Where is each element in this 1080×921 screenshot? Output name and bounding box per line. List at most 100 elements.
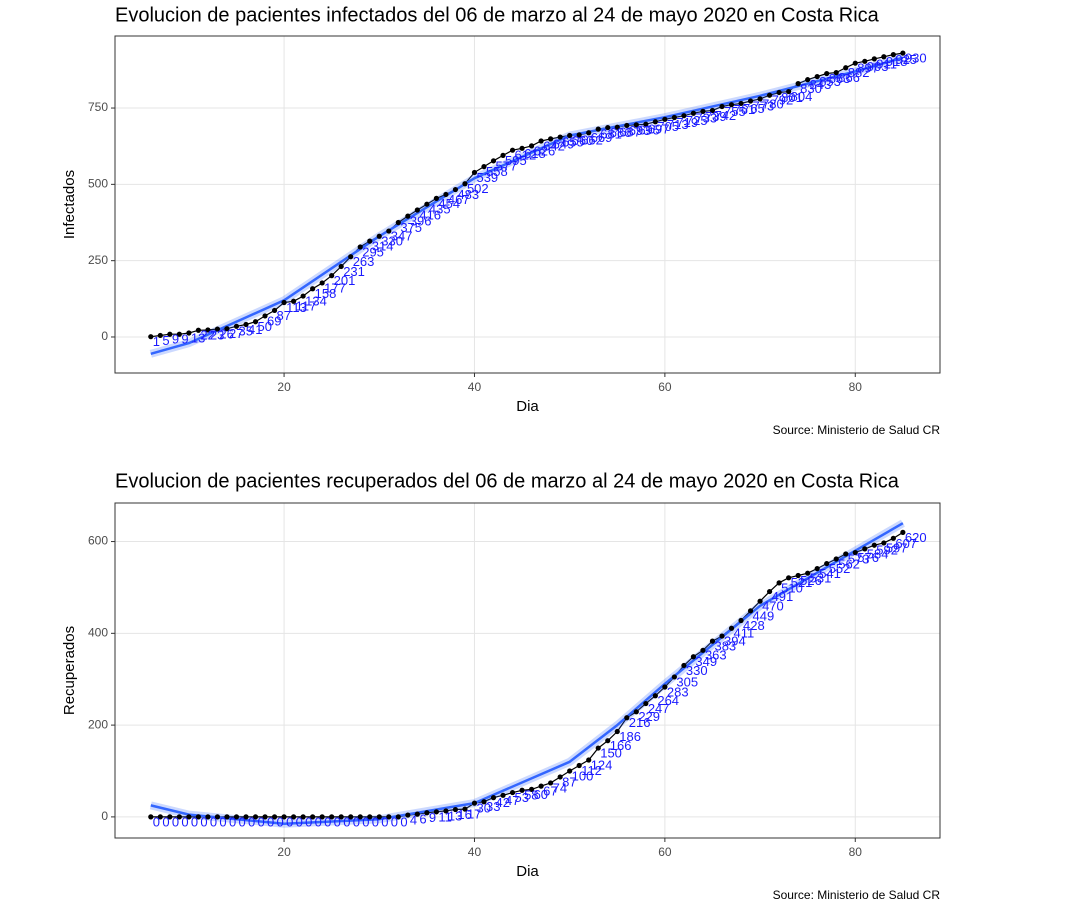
data-label: 9 [181, 332, 188, 347]
data-label: 558 [486, 164, 508, 179]
data-label: 13 [191, 330, 205, 345]
data-point [519, 145, 525, 151]
data-point [719, 633, 725, 639]
data-point [633, 709, 639, 715]
data-label: 866 [838, 70, 860, 85]
x-tick-label: 60 [658, 845, 672, 859]
data-label: 693 [629, 123, 651, 138]
data-point [300, 814, 306, 820]
data-label: 0 [324, 814, 331, 829]
data-point [290, 814, 297, 820]
x-axis-label: Dia [516, 398, 539, 415]
data-label: 60 [534, 787, 548, 802]
data-label: 416 [419, 207, 441, 222]
data-label: 612 [515, 148, 537, 163]
data-label: 911 [876, 56, 897, 71]
data-point [186, 330, 192, 336]
data-point [405, 812, 411, 818]
data-point [567, 132, 573, 139]
data-label: 22 [200, 328, 214, 343]
data-label: 5 [162, 333, 169, 348]
data-label: 435 [429, 202, 451, 217]
data-label: 607 [895, 536, 917, 551]
data-label: 584 [867, 546, 889, 561]
data-label: 918 [886, 54, 908, 69]
data-label: 53 [515, 790, 529, 805]
data-point [652, 693, 658, 699]
data-label: 577 [496, 158, 518, 173]
data-point [148, 814, 154, 820]
data-point [766, 588, 773, 595]
data-point [690, 654, 697, 660]
data-point [881, 54, 887, 60]
data-point [890, 52, 896, 58]
data-label: 801 [781, 90, 803, 105]
data-point [252, 319, 259, 325]
data-point [824, 560, 830, 567]
data-label: 383 [714, 639, 736, 654]
data-point [148, 334, 154, 340]
data-point [871, 542, 877, 548]
data-label: 863 [829, 71, 851, 86]
data-point [176, 814, 182, 820]
data-label: 0 [258, 814, 265, 829]
data-label: 853 [819, 74, 841, 89]
data-point [300, 293, 306, 299]
data-label: 0 [200, 814, 207, 829]
data-point [586, 130, 592, 136]
x-axis-label: Dia [516, 863, 539, 880]
data-point [862, 58, 868, 64]
data-point [766, 92, 773, 98]
data-label: 330 [686, 663, 708, 678]
data-label: 0 [381, 814, 388, 829]
data-point [348, 814, 354, 820]
data-label: 67 [543, 784, 557, 799]
data-point [614, 728, 620, 735]
data-point [271, 814, 278, 820]
data-label: 925 [895, 52, 917, 67]
data-point [490, 158, 497, 164]
data-point [557, 134, 563, 140]
data-point [700, 108, 706, 114]
data-label: 42 [496, 795, 510, 810]
data-label: 573 [848, 551, 870, 566]
data-label: 0 [362, 814, 369, 829]
data-point [214, 326, 221, 332]
data-point [509, 147, 516, 153]
data-point [671, 674, 677, 680]
x-tick-label: 60 [658, 380, 672, 394]
x-tick-label: 20 [277, 380, 291, 394]
data-point [243, 814, 249, 820]
data-label: 592 [876, 543, 898, 558]
data-point [786, 575, 792, 581]
data-label: 23 [210, 327, 224, 342]
data-point [833, 70, 839, 76]
data-point [852, 549, 858, 556]
data-label: 483 [457, 187, 479, 202]
data-point [243, 321, 249, 328]
data-label: 112 [581, 763, 602, 778]
data-point [709, 107, 716, 114]
data-point [500, 152, 506, 158]
data-label: 330 [381, 234, 403, 249]
data-point [538, 138, 544, 144]
data-point [890, 535, 896, 541]
plot-area [148, 519, 906, 828]
data-label: 74 [553, 780, 567, 795]
data-label: 0 [162, 814, 169, 829]
data-label: 0 [286, 814, 293, 829]
data-point [757, 96, 763, 102]
data-label: 780 [762, 96, 784, 111]
data-label: 26 [219, 326, 233, 341]
data-label: 35 [238, 324, 252, 339]
data-label: 660 [572, 133, 594, 148]
data-point [862, 546, 868, 552]
data-label: 117 [296, 299, 317, 314]
data-point [433, 195, 439, 201]
data-point [290, 298, 297, 304]
data-label: 0 [343, 814, 350, 829]
data-label: 0 [210, 814, 217, 829]
data-point [738, 617, 744, 624]
y-axis-label: Infectados [61, 170, 78, 239]
data-point [433, 809, 439, 815]
